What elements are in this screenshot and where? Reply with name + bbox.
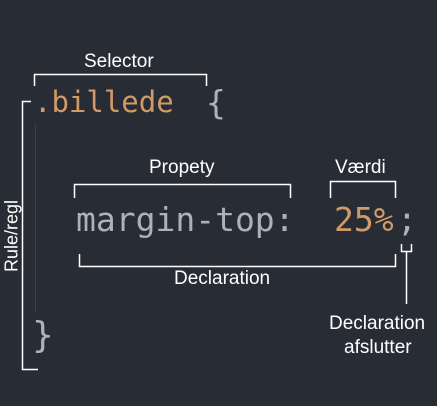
css-property: margin-top: [76,200,295,239]
declaration-bracket [78,254,397,268]
value-bracket [329,180,397,198]
css-value: 25% [334,200,394,239]
open-brace: { [206,83,226,122]
declaration-end-label-line2: afslutter [344,337,412,358]
selector-bracket [33,73,208,86]
declaration-end-bracket [400,244,413,253]
indent-guide [35,124,36,312]
declaration-label: Declaration [174,268,271,289]
rule-bracket [21,100,38,371]
declaration-end-label-line1: Declaration [329,313,426,334]
css-selector: .billede [34,85,174,119]
rule-label: Rule/regl [1,199,22,273]
selector-label: Selector [84,51,154,72]
value-label: Værdi [335,157,386,178]
property-bracket [73,183,292,198]
property-label: Propety [149,157,215,178]
css-semicolon: ; [397,200,417,239]
close-brace: } [32,315,54,356]
